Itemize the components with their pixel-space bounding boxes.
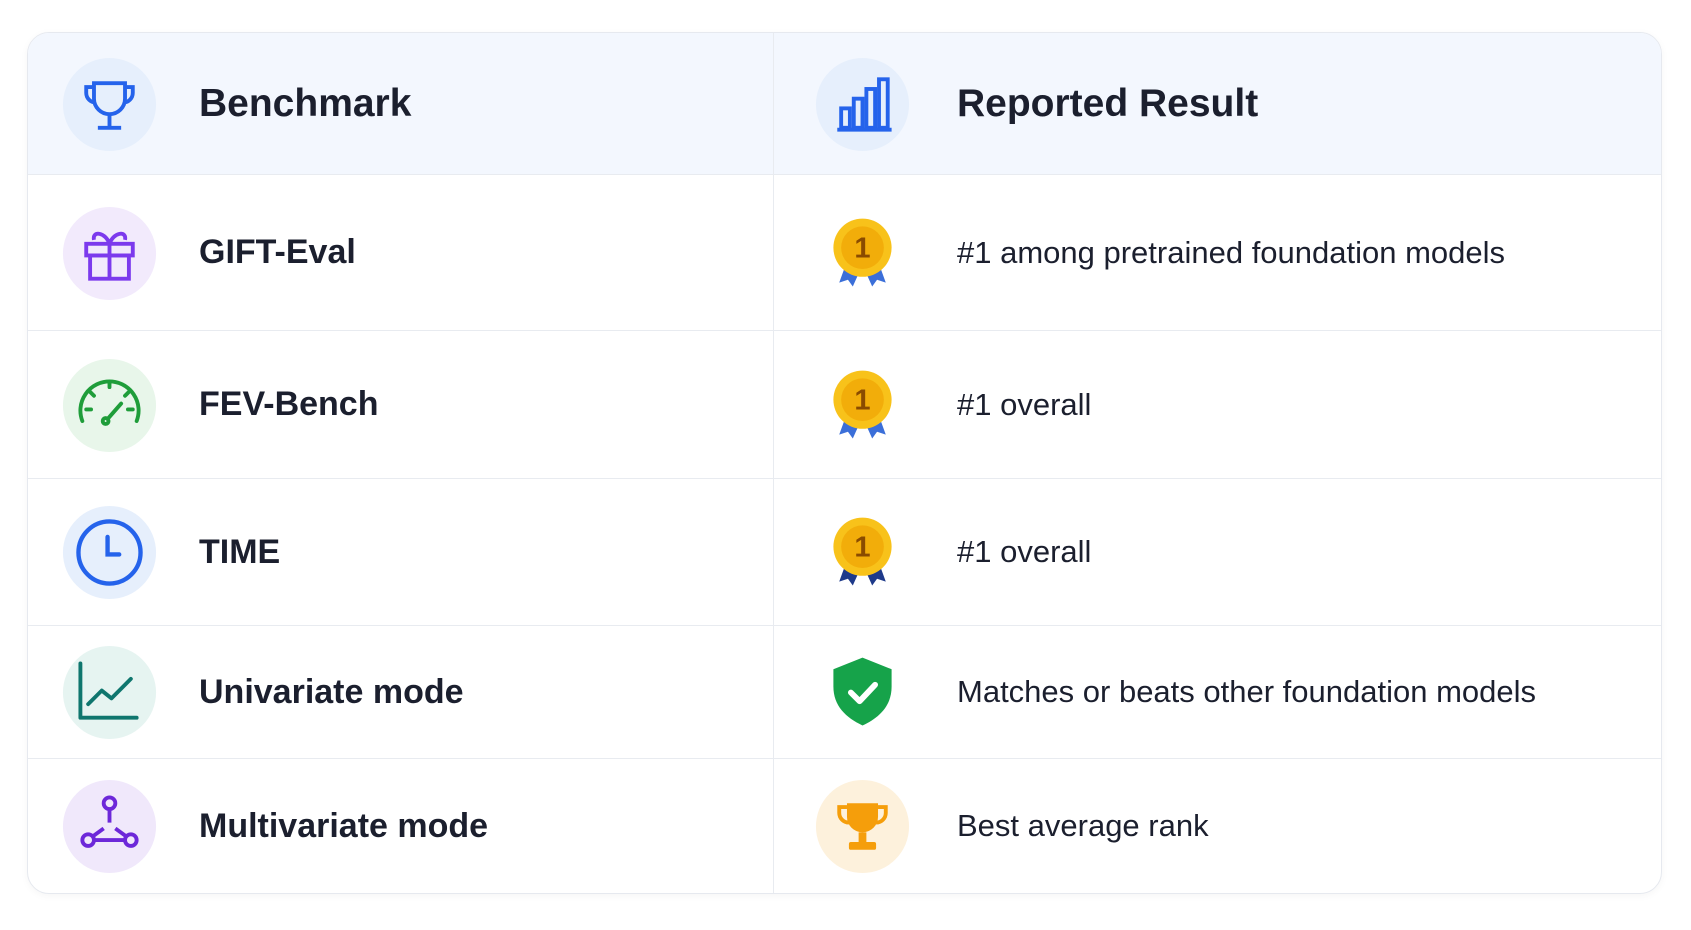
result-cell: 1 #1 among pretrained foundation models bbox=[774, 175, 1661, 331]
benchmark-cell: Univariate mode bbox=[28, 626, 774, 759]
result-text: #1 overall bbox=[957, 534, 1092, 569]
benchmark-cell: GIFT-Eval bbox=[28, 175, 774, 331]
header-cell: Reported Result bbox=[774, 33, 1661, 175]
header-cell: Benchmark bbox=[28, 33, 774, 175]
result-cell: 1 #1 overall bbox=[774, 331, 1661, 479]
benchmark-name: FEV-Bench bbox=[199, 385, 379, 423]
column-header: Benchmark bbox=[199, 81, 412, 125]
medal-icon: 1 bbox=[833, 370, 892, 438]
gold-trophy-icon bbox=[815, 779, 910, 874]
column-header: Reported Result bbox=[957, 81, 1259, 125]
benchmark-name: Multivariate mode bbox=[199, 806, 489, 845]
medal-rank: 1 bbox=[854, 531, 870, 563]
benchmark-cell: TIME bbox=[28, 479, 774, 626]
benchmark-name: TIME bbox=[199, 532, 281, 571]
medal-rank: 1 bbox=[854, 384, 870, 416]
trophy-icon bbox=[62, 57, 157, 151]
benchmark-cell: FEV-Bench bbox=[28, 331, 774, 479]
medal-icon: 1 bbox=[833, 517, 892, 586]
result-text: Best average rank bbox=[957, 808, 1209, 843]
result-cell: Matches or beats other foundation models bbox=[774, 626, 1661, 759]
benchmark-cell: Multivariate mode bbox=[28, 759, 774, 893]
medal-rank: 1 bbox=[854, 232, 870, 264]
gift-icon bbox=[62, 206, 157, 300]
network-icon bbox=[62, 779, 157, 874]
bar-chart-icon bbox=[815, 57, 910, 151]
benchmark-name: Univariate mode bbox=[199, 672, 464, 711]
result-text: #1 overall bbox=[957, 386, 1092, 422]
medal-icon: 1 bbox=[833, 218, 892, 286]
result-text: Matches or beats other foundation models bbox=[957, 674, 1537, 709]
clock-icon bbox=[62, 505, 157, 600]
gauge-icon bbox=[62, 358, 157, 452]
benchmark-name: GIFT-Eval bbox=[199, 233, 356, 271]
result-cell: Best average rank bbox=[774, 759, 1661, 893]
result-cell: 1 #1 overall bbox=[774, 479, 1661, 626]
results-table: Benchmark Reported Result GIFT-Eval 1 #1… bbox=[27, 32, 1662, 894]
result-text: #1 among pretrained foundation models bbox=[957, 234, 1506, 270]
shield-icon bbox=[833, 657, 892, 726]
line-chart-icon bbox=[62, 645, 157, 740]
